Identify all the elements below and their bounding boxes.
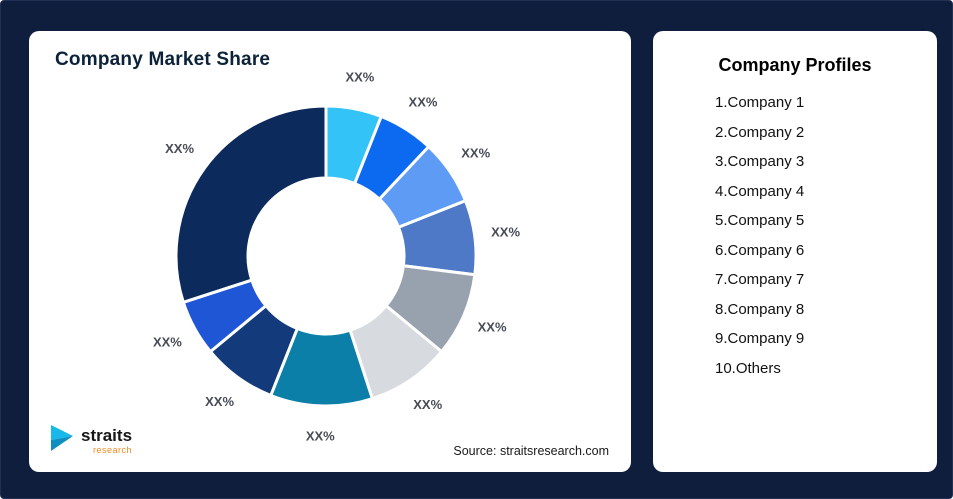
logo-subtitle: research [93,444,133,455]
segment-label: XX% [306,428,335,443]
list-item: 2.Company 2 [715,123,805,141]
list-item: 10.Others [715,359,781,377]
donut-segment [174,104,328,304]
logo-text: straits research [81,427,132,455]
segment-label: XX% [413,397,442,412]
list-item: 8.Company 8 [715,300,805,318]
segment-label: XX% [491,225,520,240]
logo-name: straits [81,425,133,445]
company-profiles-card: Company Profiles 1.Company 1 2.Company 2… [653,31,937,472]
segment-label: XX% [461,146,490,161]
list-item: 6.Company 6 [715,241,805,259]
segment-label: XX% [205,394,234,409]
segment-label: XX% [153,335,182,350]
straits-research-logo: straits research [49,423,132,458]
list-item: 4.Company 4 [715,182,805,200]
list-item: 1.Company 1 [715,94,805,111]
list-item: 7.Company 7 [715,271,805,288]
segment-label: XX% [345,70,374,85]
straits-logo-icon [49,423,75,458]
segment-label: XX% [165,141,194,156]
list-item: 9.Company 9 [715,330,805,347]
donut-chart: XX% XX% XX% XX% XX% XX% XX% XX% XX% XX% [29,31,631,472]
segment-label: XX% [409,95,438,110]
source-attribution: Source: straitsresearch.com [453,444,609,458]
segment-label: XX% [478,319,507,334]
market-share-card: Company Market Share XX% XX% XX% XX% XX% XX% X… [29,31,631,472]
list-item: 5.Company 5 [715,212,805,229]
profiles-list: 1.Company 1 2.Company 2 3.Company 3 4.Co… [715,94,937,377]
chart-title: Company Market Share [55,49,271,70]
profiles-title: Company Profiles [718,55,872,75]
donut-chart-svg: XX% XX% XX% XX% XX% XX% XX% XX% XX% XX% [153,70,521,444]
list-item: 3.Company 3 [715,153,805,170]
